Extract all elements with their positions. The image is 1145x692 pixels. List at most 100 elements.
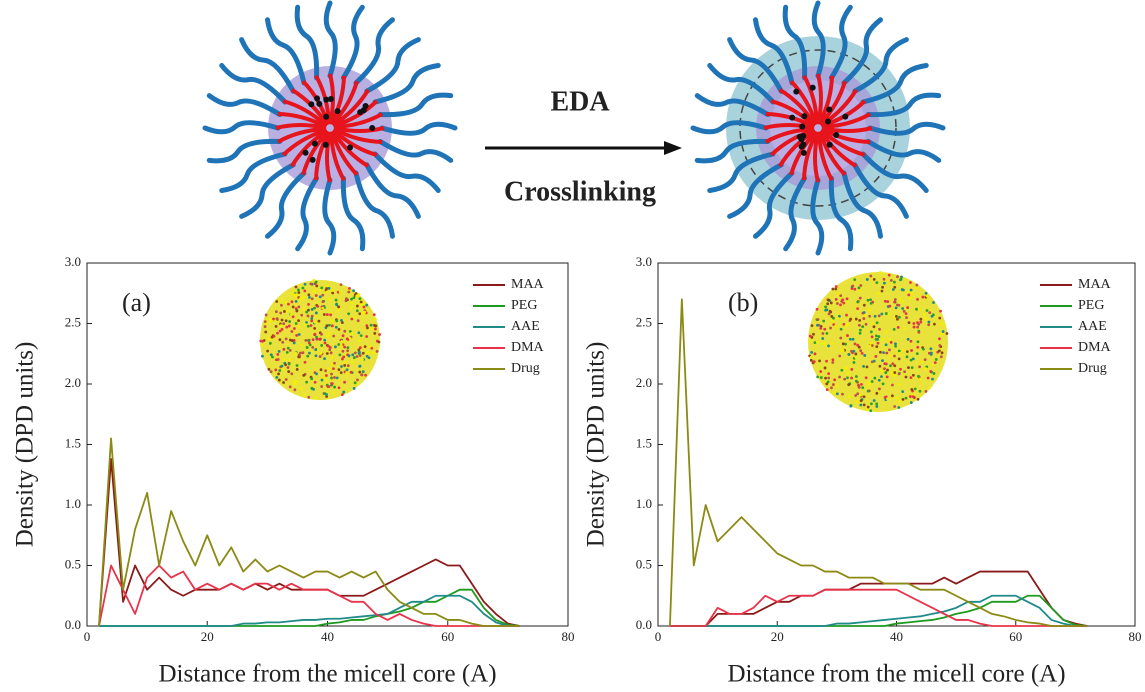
inset-bead (366, 350, 369, 354)
inset-bead (890, 394, 894, 398)
inset-bead (266, 336, 270, 340)
inset-bead (847, 394, 851, 398)
inset-bead (357, 350, 361, 354)
inset-bead (859, 403, 863, 407)
blue-arm (364, 162, 421, 219)
red-arm (763, 123, 815, 130)
inset-bead (823, 343, 827, 346)
drug-dot (323, 96, 330, 103)
inset-bead (943, 323, 946, 327)
inset-bead (831, 342, 835, 345)
legend-label: DMA (1078, 340, 1112, 355)
legend-label: PEG (1078, 298, 1104, 313)
inset-bead (325, 287, 329, 290)
inset-bead (293, 388, 297, 392)
inset-bead (863, 354, 867, 357)
inset-bead (916, 397, 920, 401)
inset-bead (295, 289, 298, 293)
inset-bead (323, 338, 327, 342)
inset-bead (877, 314, 881, 318)
inset-bead (353, 351, 357, 355)
x-tick-label: 80 (1129, 629, 1142, 644)
inset-bead (880, 289, 884, 293)
inset-bead (831, 358, 835, 362)
drug-dot (809, 84, 816, 91)
inset-bead (835, 392, 839, 396)
inset-bead (819, 376, 823, 379)
inset-bead (260, 339, 264, 343)
drug-dot (826, 141, 833, 148)
inset-bead (923, 358, 927, 362)
inset-bead (323, 341, 327, 345)
inset-bead (330, 382, 334, 386)
inset-bead (888, 338, 892, 342)
inset-bead (901, 288, 905, 292)
inset-bead (328, 323, 331, 327)
y-tick-label: 2.0 (65, 375, 81, 390)
inset-bead (846, 371, 850, 375)
inset-bead (310, 319, 314, 323)
inset-bead (839, 327, 843, 331)
inset-bead (853, 342, 857, 346)
inset-bead (366, 326, 369, 330)
inset-bead (370, 346, 374, 350)
blue-arm (707, 151, 776, 193)
inset-bead (294, 379, 298, 383)
inset-bead (837, 314, 841, 318)
inset-bead (888, 304, 892, 308)
inset-bead (330, 356, 334, 359)
inset-bead (917, 307, 921, 311)
inset-bead (856, 307, 860, 311)
inset-bead (311, 345, 315, 349)
inset-bead (874, 355, 878, 358)
inset-bead (319, 351, 323, 355)
inset-bead (904, 327, 907, 330)
inset-bead (827, 376, 831, 380)
inset-bead (924, 316, 928, 320)
inset-bead (303, 282, 307, 286)
inset-bead (373, 332, 377, 335)
blue-arm (202, 120, 281, 135)
inset-bead (319, 368, 323, 372)
inset-bead (371, 351, 375, 355)
inset-bead (883, 299, 887, 303)
inset-bead (850, 367, 854, 371)
inset-bead (898, 399, 902, 403)
inset-bead (845, 313, 848, 317)
inset-bead (263, 320, 267, 324)
blue-arm (828, 4, 853, 81)
inset-bead (283, 310, 286, 313)
inset-bead (940, 322, 944, 326)
inset-bead (916, 325, 919, 329)
red-arm (329, 75, 346, 126)
inset-bead (290, 339, 294, 342)
drug-dot (800, 149, 807, 156)
inset-bead (913, 387, 917, 391)
red-arm (802, 74, 819, 125)
inset-bead (904, 396, 908, 400)
inset-bead (294, 351, 298, 355)
red-arm (769, 128, 816, 157)
blue-arm (322, 177, 337, 256)
inset-bead (855, 375, 858, 378)
blue-arm (810, 177, 825, 256)
inset-bead (897, 303, 901, 307)
inset-bead (269, 353, 273, 357)
inset-bead (313, 380, 317, 384)
blue-arm (379, 121, 458, 136)
inset-bead (343, 360, 347, 364)
inset-bead (362, 302, 366, 306)
inset-bead (816, 323, 819, 327)
inset-bead (829, 326, 832, 330)
inset-bead (909, 358, 913, 362)
inset-bead (912, 322, 916, 325)
inset-bead (287, 324, 291, 328)
inset-bead (346, 364, 350, 367)
inset-bead (927, 323, 931, 327)
inset-bead (302, 295, 306, 299)
x-tick-label: 40 (890, 629, 903, 644)
inset-bead (295, 368, 299, 371)
inset-bead (894, 306, 898, 310)
inset-bead (838, 354, 842, 358)
inset-bead (896, 326, 900, 329)
